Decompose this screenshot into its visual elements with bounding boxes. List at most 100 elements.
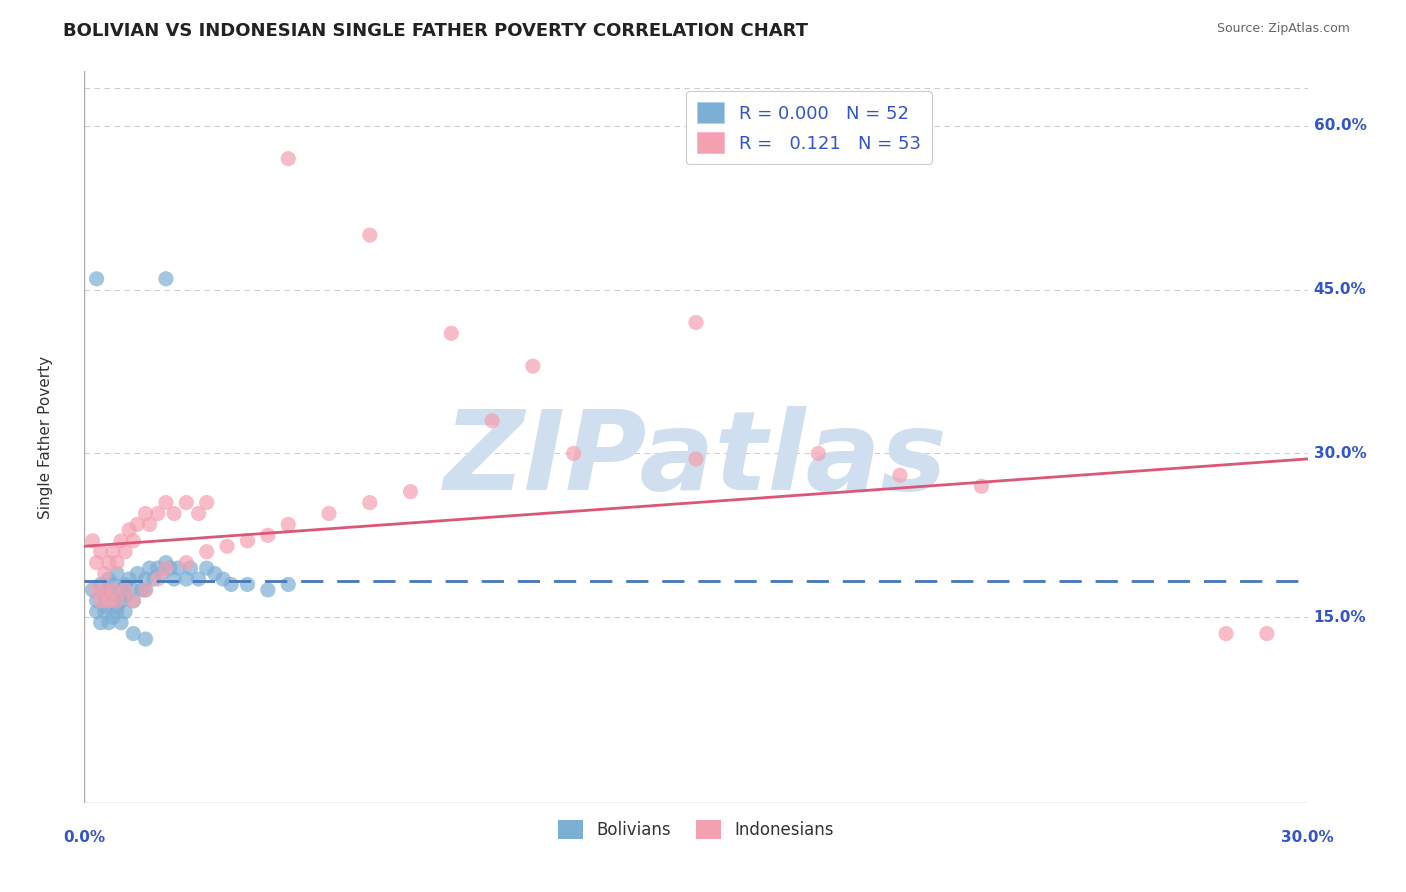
Point <box>187 572 209 586</box>
Point <box>138 561 160 575</box>
Point <box>90 545 112 559</box>
Point <box>138 517 160 532</box>
Text: 45.0%: 45.0% <box>1313 282 1367 297</box>
Point <box>135 582 157 597</box>
Text: 60.0%: 60.0% <box>1313 119 1367 134</box>
Point <box>105 556 128 570</box>
Point <box>219 577 242 591</box>
Point <box>562 446 585 460</box>
Point <box>110 533 132 548</box>
Point <box>131 582 153 597</box>
Point <box>97 572 120 586</box>
Point <box>82 533 104 548</box>
Point <box>101 610 124 624</box>
Point <box>187 507 209 521</box>
Point <box>277 517 299 532</box>
Point <box>889 468 911 483</box>
Point <box>93 599 115 614</box>
Text: Source: ZipAtlas.com: Source: ZipAtlas.com <box>1216 22 1350 36</box>
Point <box>142 572 165 586</box>
Point <box>257 582 280 597</box>
Point <box>86 594 108 608</box>
Point <box>970 479 993 493</box>
Point <box>122 533 145 548</box>
Point <box>318 507 340 521</box>
Point <box>174 572 197 586</box>
Point <box>155 495 177 509</box>
Point <box>122 582 145 597</box>
Point <box>122 626 145 640</box>
Point <box>101 577 124 591</box>
Point <box>399 484 422 499</box>
Point <box>195 545 218 559</box>
Text: 30.0%: 30.0% <box>1313 446 1367 461</box>
Point <box>97 582 120 597</box>
Point <box>105 566 128 581</box>
Point <box>174 556 197 570</box>
Point <box>257 528 280 542</box>
Point <box>118 523 141 537</box>
Point <box>135 582 157 597</box>
Point <box>195 495 218 509</box>
Point <box>122 594 145 608</box>
Point <box>101 545 124 559</box>
Point <box>110 582 132 597</box>
Point <box>97 615 120 630</box>
Point <box>359 495 381 509</box>
Point <box>195 561 218 575</box>
Point <box>127 517 149 532</box>
Point <box>114 605 136 619</box>
Point <box>105 594 128 608</box>
Point <box>807 446 830 460</box>
Legend: Bolivians, Indonesians: Bolivians, Indonesians <box>551 814 841 846</box>
Point <box>146 561 169 575</box>
Point <box>212 572 235 586</box>
Point <box>114 582 136 597</box>
Point <box>101 588 124 602</box>
Point <box>481 414 503 428</box>
Point <box>277 152 299 166</box>
Point <box>217 539 239 553</box>
Point <box>97 594 120 608</box>
Point <box>93 588 115 602</box>
Point <box>1256 626 1278 640</box>
Point <box>204 566 226 581</box>
Text: 0.0%: 0.0% <box>63 830 105 845</box>
Point <box>163 507 186 521</box>
Point <box>277 577 299 591</box>
Point <box>114 577 136 591</box>
Point <box>685 451 707 466</box>
Point <box>114 588 136 602</box>
Point <box>90 577 112 591</box>
Point <box>163 572 186 586</box>
Point <box>118 572 141 586</box>
Point <box>97 556 120 570</box>
Point <box>86 605 108 619</box>
Point <box>86 556 108 570</box>
Point <box>105 605 128 619</box>
Point <box>127 566 149 581</box>
Point <box>86 272 108 286</box>
Point <box>135 507 157 521</box>
Point <box>135 572 157 586</box>
Point <box>440 326 463 341</box>
Point <box>86 582 108 597</box>
Point <box>159 561 181 575</box>
Point <box>522 359 544 373</box>
Point <box>93 582 115 597</box>
Point <box>110 594 132 608</box>
Point <box>236 577 259 591</box>
Point <box>135 632 157 646</box>
Point <box>174 495 197 509</box>
Point <box>90 615 112 630</box>
Text: 15.0%: 15.0% <box>1313 610 1367 624</box>
Point <box>359 228 381 243</box>
Point <box>110 615 132 630</box>
Point <box>155 272 177 286</box>
Point <box>155 561 177 575</box>
Point <box>146 507 169 521</box>
Text: BOLIVIAN VS INDONESIAN SINGLE FATHER POVERTY CORRELATION CHART: BOLIVIAN VS INDONESIAN SINGLE FATHER POV… <box>63 22 808 40</box>
Point <box>179 561 201 575</box>
Text: 30.0%: 30.0% <box>1281 830 1334 845</box>
Point <box>93 605 115 619</box>
